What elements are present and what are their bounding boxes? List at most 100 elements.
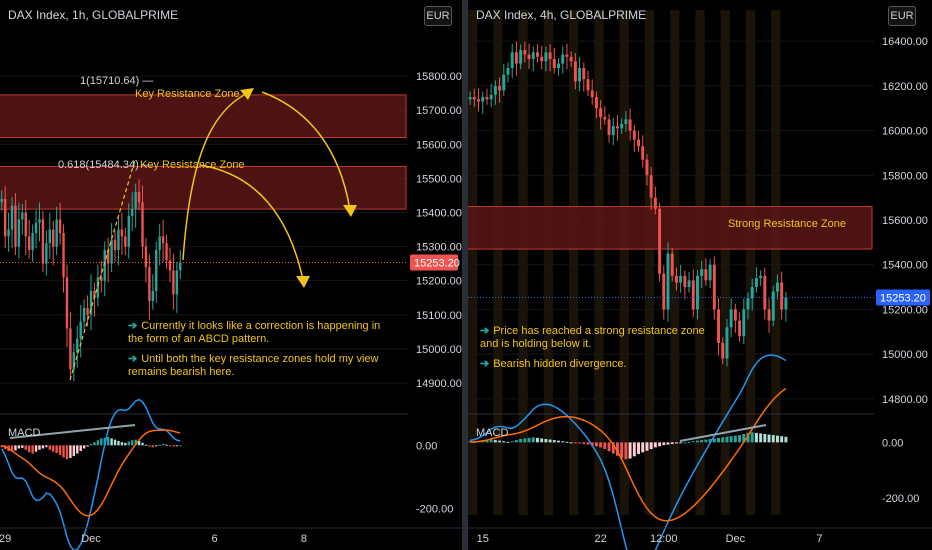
macd-histogram-bar [674, 442, 678, 444]
macd-histogram-bar [641, 442, 645, 453]
candle-body [594, 97, 598, 109]
macd-histogram-bar [52, 445, 55, 452]
note-text: Currently it looks like a correction is … [128, 320, 381, 345]
y-tick-label: 14800.00 [882, 394, 928, 406]
candle-body [103, 250, 106, 281]
session-stripe [720, 10, 730, 515]
candle-body [134, 192, 137, 210]
macd-histogram-bar [569, 442, 573, 444]
macd-histogram-bar [616, 442, 619, 456]
y-tick-label: 15500.00 [416, 173, 462, 185]
macd-histogram-bar [662, 442, 666, 446]
macd-histogram-bar [742, 433, 746, 443]
candle-body [52, 229, 55, 247]
candle-body [603, 117, 607, 120]
arrow-right-icon: ➔ [128, 320, 138, 332]
macd-histogram-bar [502, 441, 506, 443]
candle-body [38, 219, 41, 223]
macd-histogram-bar [527, 437, 531, 443]
candle-body [168, 260, 172, 271]
macd-histogram-bar [131, 440, 134, 446]
arrowhead-icon [343, 205, 357, 217]
candle-body [155, 250, 158, 291]
candle-body [113, 239, 117, 250]
candle-body [552, 59, 556, 68]
candle-body [110, 239, 113, 264]
macd-label: MACD [8, 427, 41, 439]
macd-histogram-bar [79, 445, 82, 452]
macd-histogram-bar [172, 445, 175, 447]
chart-1h-canvas[interactable]: 15800.00 15700.00 15600.00 15500.00 15400.00… [0, 0, 462, 550]
macd-histogram-bar [82, 445, 86, 449]
currency-badge[interactable]: EUR [424, 6, 452, 26]
macd-histogram-bar [599, 442, 603, 448]
candle-body [776, 282, 779, 292]
macd-histogram-bar [27, 445, 31, 453]
session-stripe [518, 10, 528, 515]
candle-body [141, 202, 144, 247]
y-tick-label: 15200.00 [882, 304, 928, 316]
price-axis [874, 0, 932, 550]
macd-histogram-bar [746, 432, 750, 443]
macd-histogram-bar [48, 445, 51, 450]
candle-body [489, 94, 493, 100]
macd-histogram-bar [691, 441, 695, 443]
macd-histogram-bar [179, 445, 182, 447]
session-stripe [543, 10, 554, 515]
candle-body [86, 307, 89, 315]
macd-histogram-bar [31, 445, 34, 454]
chart-panel-4h[interactable]: 16400.00 16200.00 16000.00 15800.00 15600.00… [468, 0, 932, 550]
chart-4h-canvas[interactable]: 16400.00 16200.00 16000.00 15800.00 15600.00… [468, 0, 932, 550]
session-stripe [594, 10, 604, 515]
candle-body [72, 352, 76, 370]
zone-label: Strong Resistance Zone [728, 218, 846, 230]
candle-body [573, 61, 577, 82]
y-tick-label: 15300.00 [416, 242, 462, 254]
note-text: Price has reached a strong resistance zo… [480, 325, 705, 350]
signal-line [1, 429, 181, 517]
candle-body [624, 119, 628, 124]
currency-badge[interactable]: EUR [888, 6, 916, 26]
macd-histogram-bar [58, 445, 62, 455]
macd-histogram-bar [72, 445, 76, 457]
macd-histogram-bar [620, 442, 624, 458]
candle-body [628, 119, 632, 131]
session-stripe [644, 10, 655, 515]
macd-histogram-bar [110, 438, 113, 446]
candle-body [120, 229, 124, 237]
candle-body [649, 175, 653, 198]
macd-histogram-bar [493, 440, 497, 443]
note-1: ➔ Price has reached a strong resistance z… [480, 325, 710, 351]
macd-histogram-bar [632, 442, 636, 457]
candle-body [100, 277, 103, 281]
macd-histogram-bar [93, 442, 96, 446]
panel-divider[interactable] [462, 0, 468, 550]
divergence-line [9, 424, 136, 439]
chart-panel-1h[interactable]: 15800.00 15700.00 15600.00 15500.00 15400.00… [0, 0, 462, 550]
y-tick-label: 14900.00 [416, 378, 462, 390]
candle-body [586, 79, 590, 91]
fib-level-label: 1(15710.64) — [80, 75, 153, 87]
candle-body [481, 97, 485, 102]
macd-histogram-bar [628, 442, 632, 459]
fib-level-label: 0.618(15484.34) — [58, 159, 153, 171]
projection-curve-down [261, 91, 351, 211]
candle-body [17, 219, 21, 247]
candle-body [137, 192, 141, 203]
macd-histogram-bar [489, 439, 493, 443]
macd-histogram-bar [582, 442, 586, 445]
candle-body [79, 321, 82, 339]
resistance-zone-2 [0, 165, 407, 210]
macd-histogram-bar [151, 445, 155, 448]
macd-line [1, 398, 181, 550]
macd-histogram-bar [514, 440, 518, 443]
candle-body [738, 320, 742, 337]
macd-histogram-bar [540, 438, 544, 443]
macd-histogram-bar [120, 442, 124, 446]
candle-body [540, 56, 544, 62]
macd-line [469, 354, 787, 550]
macd-histogram-bar [561, 441, 565, 443]
macd-histogram-bar [41, 445, 45, 449]
candle-body [569, 56, 573, 62]
candle-body [477, 99, 480, 102]
